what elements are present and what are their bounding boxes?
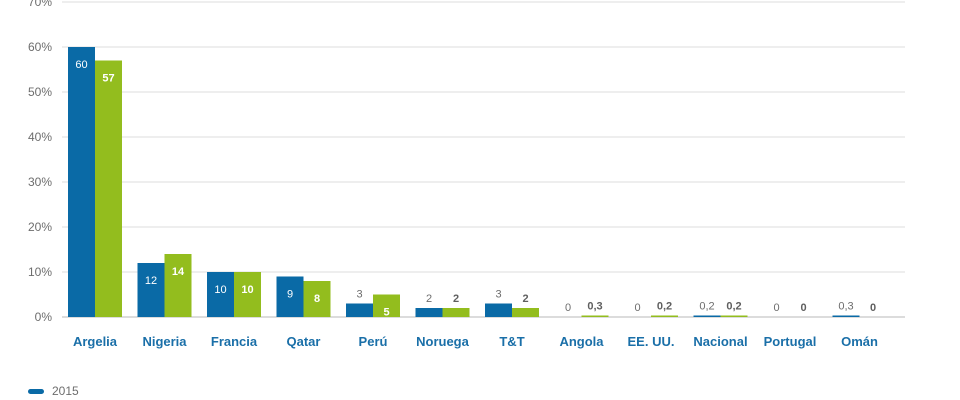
x-category-label: Perú bbox=[359, 334, 388, 349]
legend-swatch-2015 bbox=[28, 388, 44, 394]
data-label: 12 bbox=[145, 275, 157, 287]
data-label: 60 bbox=[75, 59, 87, 71]
data-label: 0 bbox=[565, 302, 571, 314]
bar-series-a bbox=[137, 263, 165, 317]
data-labels: 60 57 12 14 10 10 9 8 3 5 2 2 3 2 0 0,3 0 0,2 0,2 0,2 0 0 0,3 0 bbox=[75, 59, 876, 319]
bar-series-b bbox=[651, 315, 678, 317]
data-label: 57 bbox=[102, 73, 114, 85]
y-tick-label: 20% bbox=[28, 220, 52, 234]
bar-series-b bbox=[442, 308, 470, 317]
y-tick-label: 70% bbox=[28, 0, 52, 9]
y-tick-label: 30% bbox=[28, 175, 52, 189]
data-label: 10 bbox=[214, 284, 226, 296]
bars bbox=[68, 47, 860, 317]
x-category-label: Omán bbox=[841, 334, 878, 349]
data-label: 0,2 bbox=[657, 301, 672, 313]
bar-series-b bbox=[720, 315, 748, 317]
legend: 2015 bbox=[28, 384, 79, 398]
bar-series-a bbox=[485, 303, 512, 317]
data-label: 2 bbox=[522, 293, 528, 305]
data-label: 0 bbox=[773, 302, 779, 314]
x-category-label: Angola bbox=[559, 334, 604, 349]
y-tick-label: 10% bbox=[28, 265, 52, 279]
bar-series-b bbox=[373, 294, 400, 317]
x-category-label: Portugal bbox=[764, 334, 817, 349]
gridlines bbox=[62, 1, 905, 318]
bar-series-b bbox=[95, 60, 122, 317]
bar-series-a bbox=[346, 303, 373, 317]
data-label: 0,2 bbox=[699, 301, 714, 313]
x-category-label: Noruega bbox=[416, 334, 470, 349]
bar-series-a bbox=[68, 47, 95, 317]
bar-series-a bbox=[832, 315, 860, 317]
data-label: 14 bbox=[172, 266, 185, 278]
y-tick-label: 60% bbox=[28, 40, 52, 54]
x-category-label: T&T bbox=[499, 334, 524, 349]
x-category-label: Nigeria bbox=[142, 334, 187, 349]
bar-series-a bbox=[276, 276, 304, 317]
bar-series-b bbox=[581, 315, 609, 317]
y-axis: 0% 10% 20% 30% 40% 50% 60% 70% bbox=[28, 0, 52, 324]
y-tick-label: 50% bbox=[28, 85, 52, 99]
bar-series-a bbox=[693, 315, 721, 317]
data-label: 2 bbox=[453, 293, 459, 305]
data-label: 10 bbox=[241, 284, 253, 296]
x-category-label: Nacional bbox=[693, 334, 747, 349]
x-category-label: Francia bbox=[211, 334, 258, 349]
bar-series-b bbox=[303, 281, 331, 317]
bar-series-b bbox=[234, 272, 261, 317]
y-tick-label: 40% bbox=[28, 130, 52, 144]
data-label: 2 bbox=[426, 293, 432, 305]
data-label: 3 bbox=[356, 289, 362, 301]
legend-label-2015: 2015 bbox=[52, 384, 79, 398]
bar-series-a bbox=[415, 308, 443, 317]
data-label: 0 bbox=[870, 302, 876, 314]
x-category-label: Qatar bbox=[287, 334, 321, 349]
x-axis: Argelia Nigeria Francia Qatar Perú Noruega T&T… bbox=[73, 334, 878, 349]
bar-series-b bbox=[164, 254, 192, 317]
data-label: 3 bbox=[495, 289, 501, 301]
y-tick-label: 0% bbox=[35, 310, 53, 324]
data-label: 0 bbox=[800, 302, 806, 314]
data-label: 0,2 bbox=[726, 301, 741, 313]
data-label: 0,3 bbox=[838, 301, 853, 313]
bar-series-b bbox=[512, 308, 539, 317]
x-category-label: Argelia bbox=[73, 334, 118, 349]
data-label: 5 bbox=[383, 307, 389, 319]
data-label: 9 bbox=[287, 289, 293, 301]
x-category-label: EE. UU. bbox=[628, 334, 675, 349]
data-label: 0 bbox=[634, 302, 640, 314]
data-label: 8 bbox=[314, 293, 320, 305]
data-label: 0,3 bbox=[587, 301, 602, 313]
bar-series-a bbox=[207, 272, 234, 317]
